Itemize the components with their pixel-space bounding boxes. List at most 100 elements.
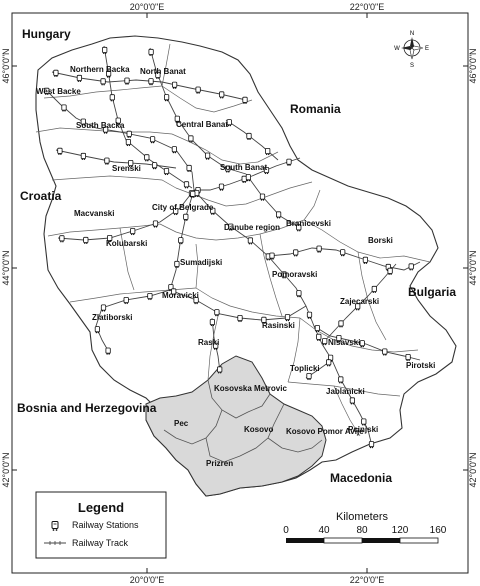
legend-title: Legend (78, 500, 124, 515)
region-srenski: Srenski (112, 164, 141, 173)
region-zajecarski: Zajecarski (340, 297, 379, 306)
kosovo-label-kosovo: Kosovo (244, 425, 273, 434)
railway-station-icon (242, 96, 248, 104)
railway-station-icon (355, 303, 361, 311)
railway-station-icon (76, 74, 83, 82)
railway-station-icon (218, 183, 225, 191)
region-west-backe: West Backe (36, 87, 81, 96)
railway-station-icon (214, 309, 220, 317)
railway-station-icon (245, 174, 251, 182)
scale-tick-40: 40 (318, 525, 330, 536)
railway-station-icon (237, 315, 243, 323)
railway-station-icon (148, 78, 154, 86)
railway-station-icon (306, 311, 313, 319)
railway-station-icon (183, 213, 189, 221)
railway-station-icon (265, 253, 271, 261)
railway-station-icon (195, 86, 201, 94)
serbia-outline (35, 35, 457, 497)
coord-left-44n: 44°0'0"N (1, 250, 11, 285)
railway-station-icon (284, 314, 291, 322)
railway-station-icon (80, 152, 87, 160)
railway-station-icon (269, 252, 275, 260)
railway-station-icon (128, 160, 134, 168)
railway-station-icon (193, 297, 199, 305)
railway-station-icon (190, 190, 196, 198)
railway-station-icon (368, 441, 375, 449)
railway-station-icon (109, 94, 115, 102)
kosovo-label-metrovic-1: Kosovska Metrovic (214, 384, 287, 393)
region-jablanicki: Jablanicki (326, 387, 365, 396)
railway-station-icon (336, 335, 342, 343)
railway-station-icon (338, 320, 344, 328)
railway-station-icon (219, 91, 225, 99)
region-pomoravski: Pomoravski (272, 270, 317, 279)
map-frame (11, 12, 469, 574)
scale-bar: Kilometers 0 40 80 120 160 (283, 511, 447, 544)
railway-station-icon (186, 164, 192, 172)
railway-station-icon (314, 325, 320, 333)
railway-station-icon (209, 319, 215, 327)
railway-station-icon (115, 117, 121, 125)
country-macedonia: Macedonia (330, 471, 392, 485)
railway-station-icon (281, 271, 287, 279)
railway-station-icon (80, 118, 86, 126)
railway-station-icon (164, 94, 170, 102)
railway-station-icon (371, 285, 377, 293)
legend-track-label: Railway Track (72, 538, 129, 548)
railway-station-icon (382, 348, 388, 356)
region-borski: Borski (368, 236, 393, 245)
railway-station-icon (152, 162, 158, 170)
railway-station-icon (226, 119, 232, 127)
railway-station-icon (296, 290, 302, 298)
region-pirotski: Pirotski (406, 361, 435, 370)
railway-station-icon (94, 326, 101, 334)
coord-top-22e: 22°0'0"E (350, 2, 385, 12)
railway-station-icon (178, 237, 184, 245)
railway-station-icon (338, 376, 344, 384)
graticule-ticks (12, 13, 468, 573)
railway-station-icon (387, 267, 393, 275)
railway-station-icon (172, 81, 178, 89)
railway-station-icon (286, 158, 292, 166)
railway-station-icon (44, 87, 50, 95)
region-city-of-belgrade: City of Belgrade (152, 203, 214, 212)
compass-e: E (425, 46, 429, 52)
region-toplicki: Toplicki (290, 364, 320, 373)
kosovo-label-pomoravlje: Kosovo Pomor Avlje (286, 427, 364, 436)
coord-top-20e: 20°0'0"E (130, 2, 165, 12)
region-macvanski: Macvanski (74, 209, 114, 218)
scale-tick-120: 120 (392, 525, 409, 536)
region-moravicki: Moravicki (162, 291, 199, 300)
railway-station-icon (105, 70, 112, 78)
coord-bottom-20e: 20°0'0"E (130, 575, 165, 585)
railway-station-icon (150, 136, 156, 144)
railway-station-icon (326, 359, 332, 367)
railway-station-icon (276, 211, 282, 219)
railway-station-icon (174, 260, 180, 268)
railway-station-icon (104, 157, 110, 165)
railway-station-icon (362, 256, 368, 264)
railway-station-icon (107, 235, 113, 243)
railway-station-icon (296, 224, 302, 232)
railway-station-icon (130, 228, 136, 236)
kosovo-internal-borders (163, 379, 323, 463)
railway-station-icon (124, 77, 130, 85)
railway-station-icon (57, 147, 63, 155)
railway-station-icon (205, 152, 211, 160)
railway-stations (44, 46, 414, 449)
railway-station-icon (246, 132, 252, 140)
railway-station-icon (102, 46, 108, 54)
railway-station-icon (361, 418, 367, 426)
country-romania: Romania (290, 102, 341, 116)
scale-title: Kilometers (336, 511, 388, 523)
railway-station-icon (125, 139, 131, 147)
coord-right-46n: 46°0'0"N (468, 48, 478, 83)
region-raski: Raski (198, 338, 219, 347)
railway-station-icon (102, 126, 109, 134)
region-rasinski: Rasinski (262, 321, 295, 330)
region-pcinjski: Pcinjski (348, 425, 378, 434)
scale-tick-160: 160 (430, 525, 447, 536)
railway-station-icon (408, 263, 414, 271)
